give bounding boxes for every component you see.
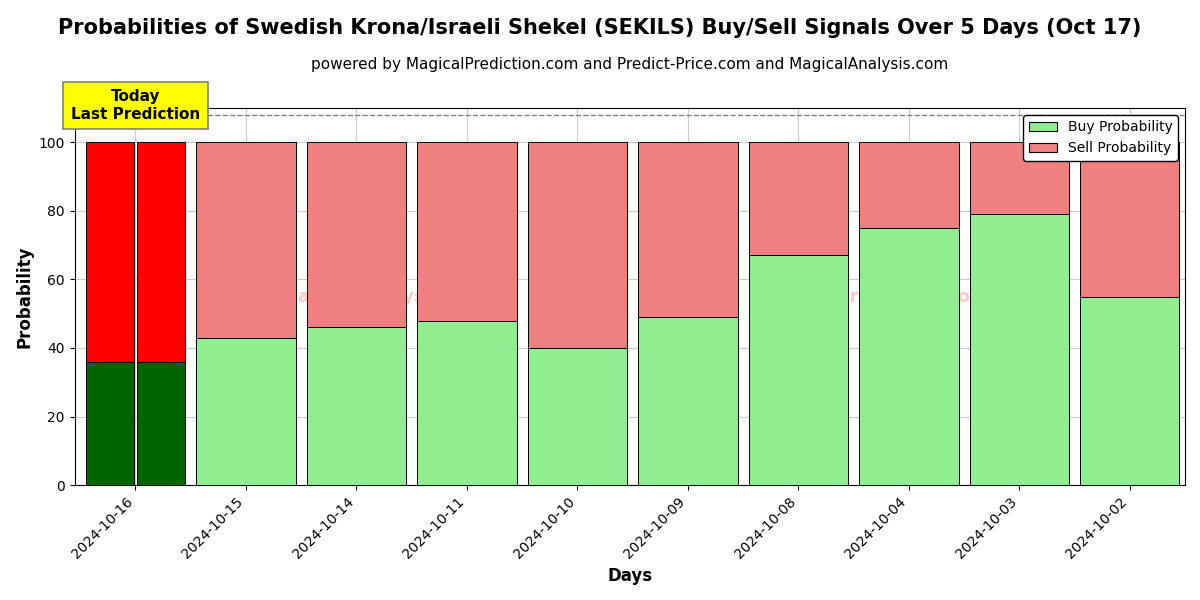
Bar — [970, 214, 1069, 485]
Bar — [137, 362, 185, 485]
Bar — [307, 142, 406, 328]
Y-axis label: Probability: Probability — [16, 245, 34, 348]
Bar — [418, 142, 516, 320]
Bar — [1080, 142, 1180, 296]
Bar — [196, 142, 295, 338]
Bar — [137, 142, 185, 362]
Bar — [749, 256, 848, 485]
Title: powered by MagicalPrediction.com and Predict-Price.com and MagicalAnalysis.com: powered by MagicalPrediction.com and Pre… — [311, 57, 948, 72]
Bar — [859, 228, 959, 485]
Bar — [1080, 296, 1180, 485]
Bar — [196, 338, 295, 485]
Text: MagicalAnalysis.com: MagicalAnalysis.com — [281, 287, 491, 305]
Text: MagicalPrediction.com: MagicalPrediction.com — [760, 287, 989, 305]
Text: Today
Last Prediction: Today Last Prediction — [71, 89, 200, 122]
X-axis label: Days: Days — [607, 567, 653, 585]
Bar — [307, 328, 406, 485]
Bar — [85, 362, 134, 485]
Text: Probabilities of Swedish Krona/Israeli Shekel (SEKILS) Buy/Sell Signals Over 5 D: Probabilities of Swedish Krona/Israeli S… — [59, 18, 1141, 38]
Bar — [528, 348, 628, 485]
Bar — [638, 317, 738, 485]
Bar — [85, 142, 134, 362]
Bar — [418, 320, 516, 485]
Bar — [528, 142, 628, 348]
Legend: Buy Probability, Sell Probability: Buy Probability, Sell Probability — [1024, 115, 1178, 161]
Bar — [638, 142, 738, 317]
Bar — [859, 142, 959, 228]
Bar — [970, 142, 1069, 214]
Bar — [749, 142, 848, 256]
